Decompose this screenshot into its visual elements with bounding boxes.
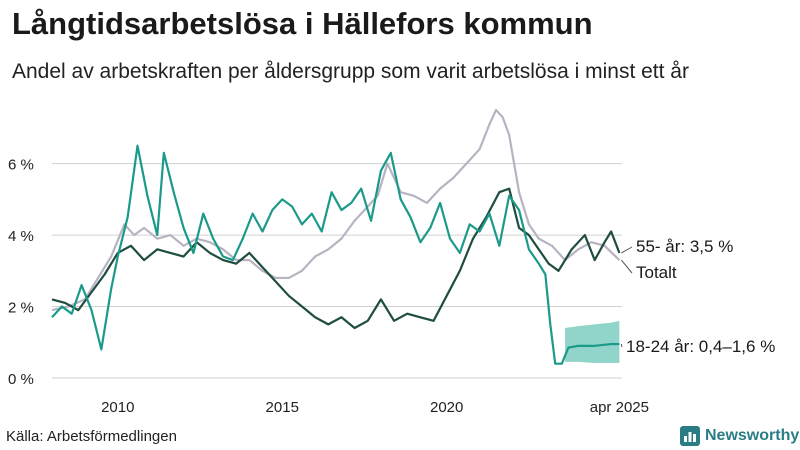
page-title: Långtidsarbetslösa i Hällefors kommun [12,6,593,41]
grid-layer: 0 % 2 % 4 % 6 % 2010 2015 2020 apr 2025 [8,157,649,416]
bar-chart-icon [680,426,700,446]
x-tick-label: 2015 [266,399,299,416]
series-line-total [51,108,621,312]
y-tick-label: 4 % [8,228,34,245]
page-subtitle: Andel av arbetskraften per åldersgrupp s… [12,60,689,83]
youth-uncertainty-band [565,320,620,363]
logo-text: Newsworthy [705,427,800,444]
series-end-label-youth: 18-24 år: 0,4–1,6 % [626,337,775,356]
x-tick-label: 2020 [430,399,463,416]
series-line-youth [51,144,620,365]
y-tick-label: 2 % [8,300,34,317]
series-line-senior [51,187,621,330]
label-leader-youth [620,343,623,348]
y-tick-label: 6 % [8,157,34,174]
series-end-label-total: Totalt [636,263,677,282]
label-layer: 55- år: 3,5 % Totalt 18-24 år: 0,4–1,6 % [620,237,775,356]
x-tick-label: apr 2025 [590,399,649,416]
label-leader-senior [621,246,633,254]
series-end-label-senior: 55- år: 3,5 % [636,237,733,256]
x-tick-label: 2010 [101,399,134,416]
source-note: Källa: Arbetsförmedlingen [6,428,177,445]
label-leader-total [620,259,633,274]
y-tick-label: 0 % [8,371,34,388]
series-layer [51,108,621,365]
band-layer [565,320,620,363]
newsworthy-logo[interactable]: Newsworthy [680,426,799,446]
